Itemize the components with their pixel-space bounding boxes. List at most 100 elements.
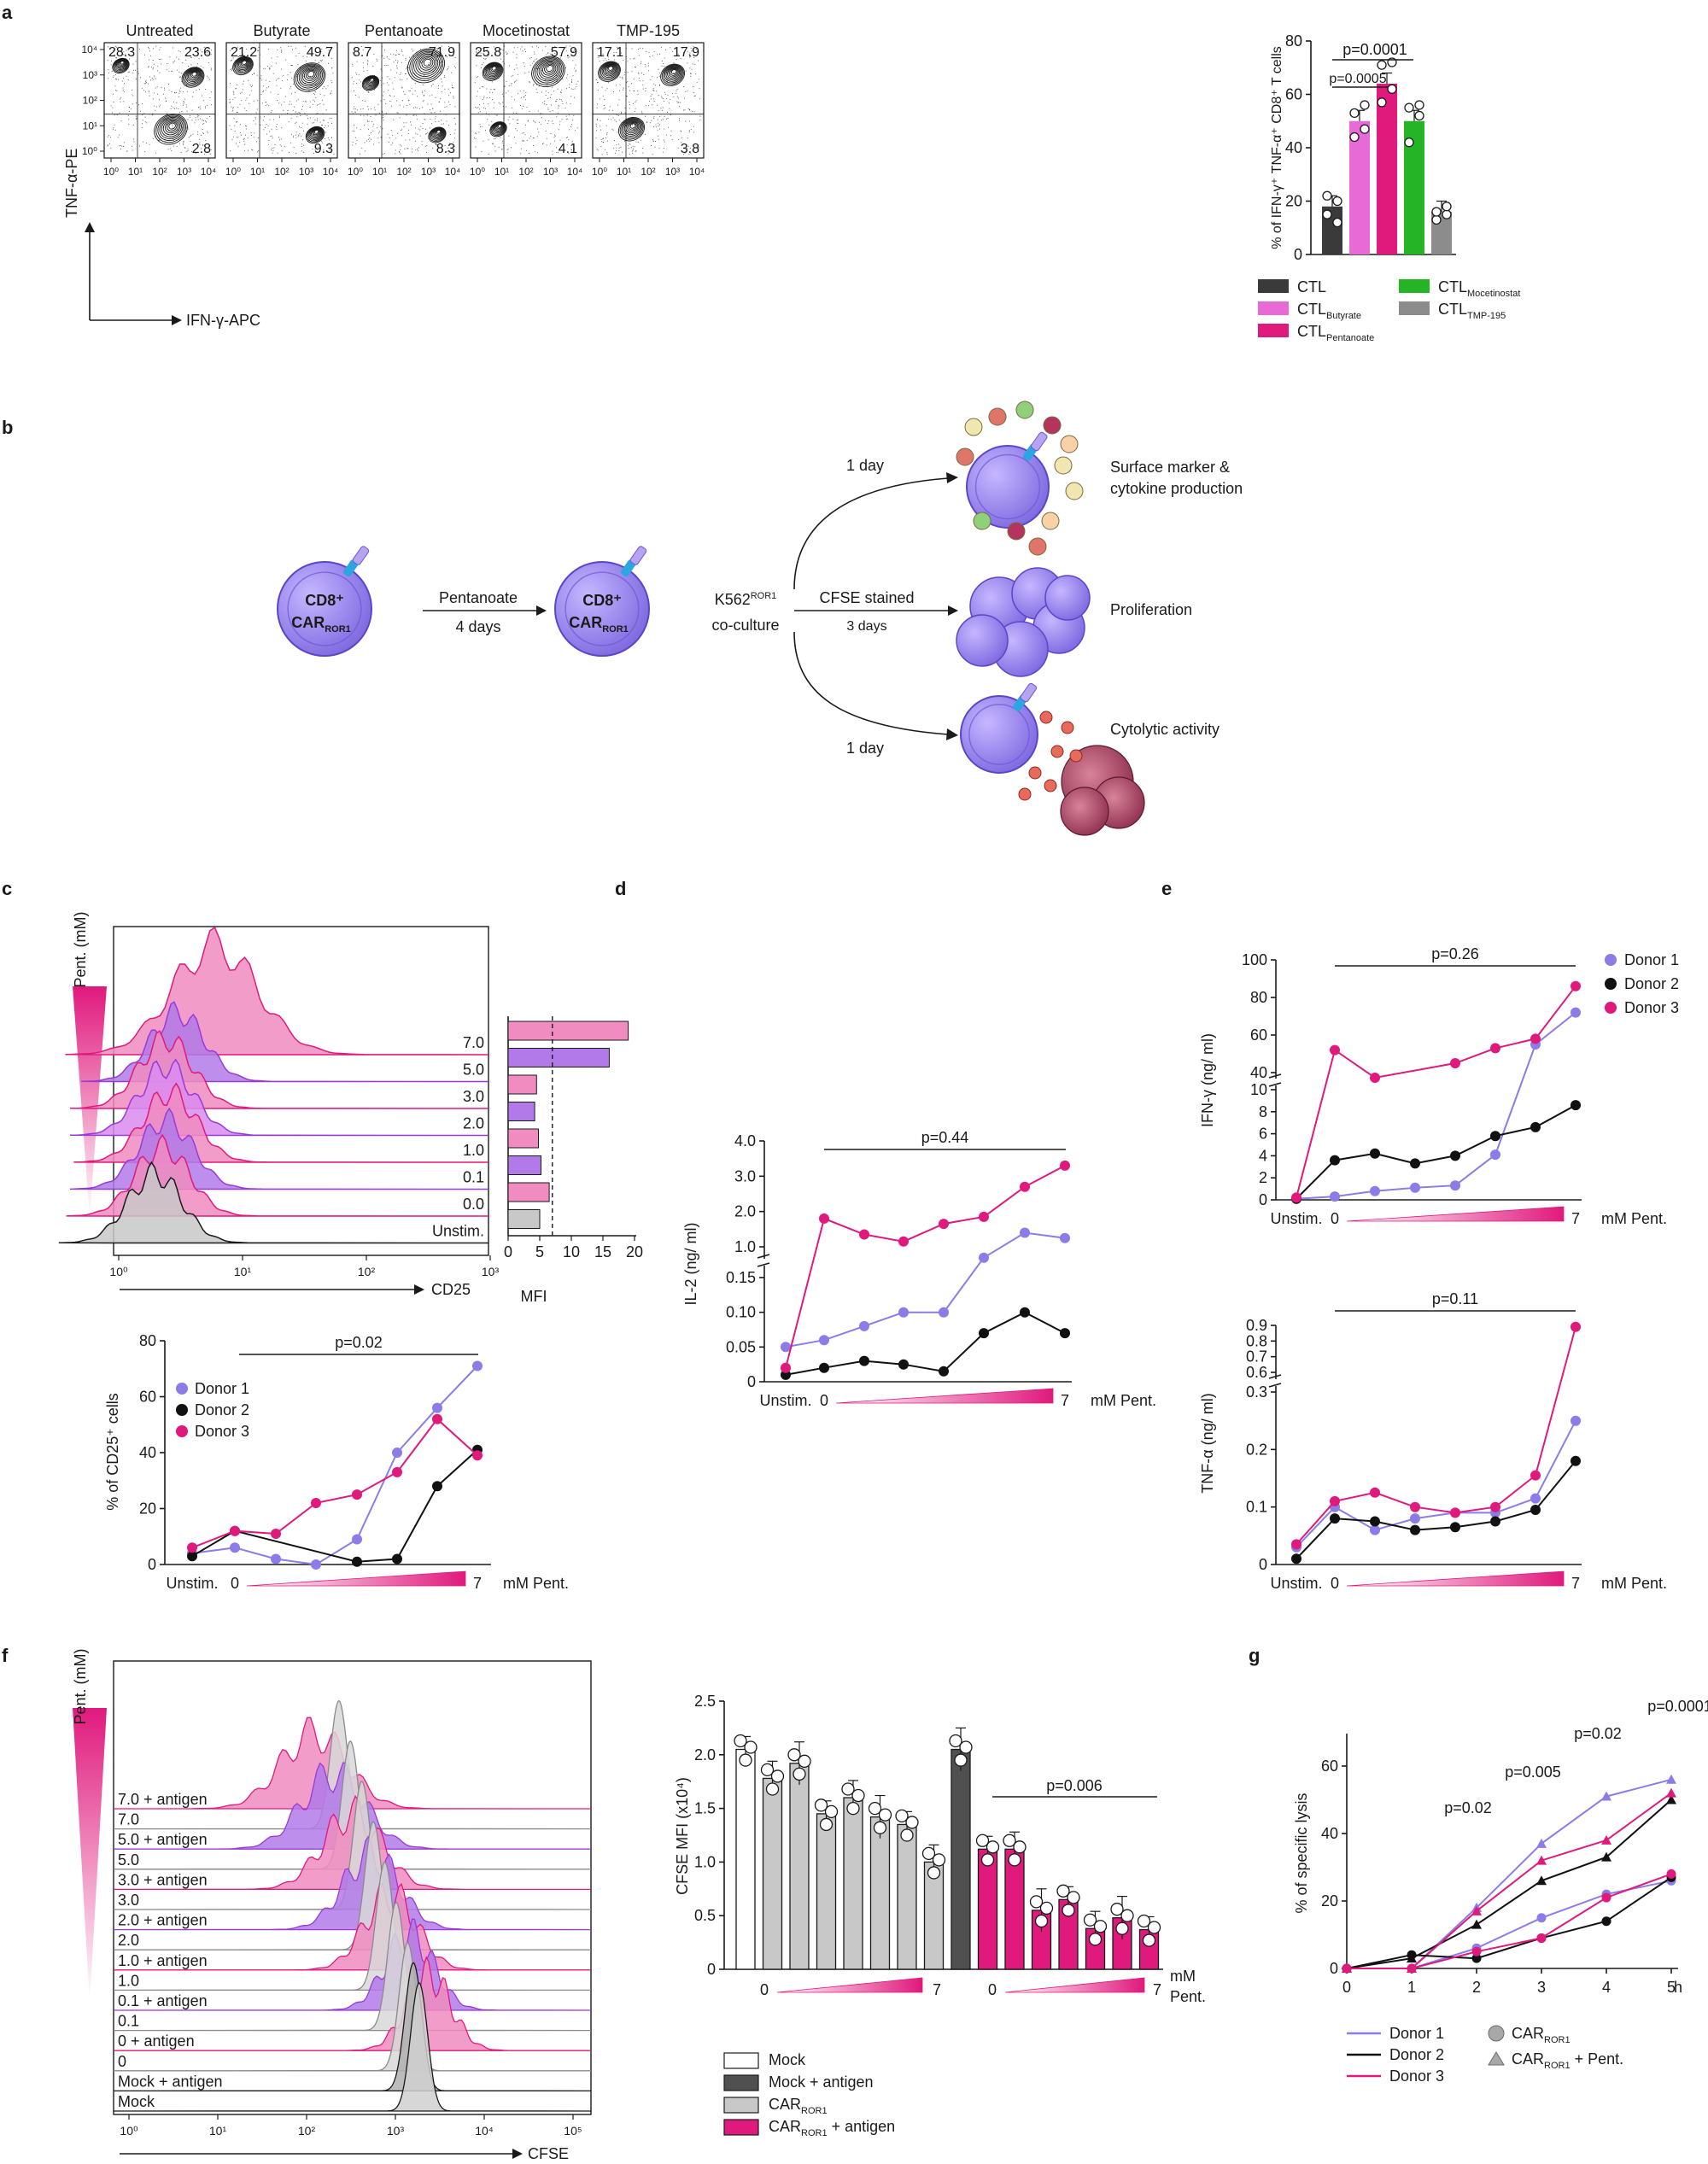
- flow-dot: [185, 104, 187, 106]
- flow-dot: [110, 147, 112, 149]
- flow-dot: [401, 145, 402, 147]
- flow-dot: [454, 106, 456, 108]
- flow-dot: [560, 99, 562, 101]
- d-line-point: [819, 1362, 829, 1373]
- flow-contour: [423, 58, 432, 67]
- flow-dot: [621, 113, 623, 114]
- flow-dot: [257, 100, 259, 102]
- flow-dot: [545, 120, 547, 121]
- flow-dot: [431, 123, 433, 125]
- flow-dot: [569, 84, 570, 85]
- flow-dot: [141, 123, 143, 125]
- flow-dot: [602, 138, 604, 140]
- flow-dot: [475, 132, 477, 134]
- flow-dot: [481, 151, 483, 153]
- flow-dot: [504, 86, 506, 88]
- g-x-unit: h: [1674, 1979, 1682, 1996]
- f-bar-point: [980, 1853, 995, 1867]
- flow-dot: [437, 147, 439, 149]
- flow-dot: [482, 126, 483, 128]
- flow-contour: [623, 119, 642, 137]
- flow-dot: [392, 134, 394, 136]
- a-legend-label: CTLPentanoate: [1297, 323, 1374, 343]
- flow-dot: [484, 50, 486, 51]
- flow-dot: [118, 79, 120, 80]
- flow-dot: [246, 48, 248, 50]
- f-bar-point: [1110, 1903, 1124, 1916]
- flow-dot: [508, 85, 510, 86]
- f-bar-point: [851, 1788, 865, 1803]
- flow-dot: [503, 63, 505, 65]
- flow-dot: [644, 133, 646, 135]
- flow-contour: [621, 118, 643, 138]
- flow-dot: [502, 140, 503, 142]
- flow-contour: [599, 61, 620, 81]
- flow-dot: [650, 79, 652, 80]
- d-line-point: [1060, 1160, 1070, 1171]
- flow-dot: [157, 66, 159, 67]
- flow-dot: [421, 141, 423, 143]
- flow-dot: [251, 74, 253, 75]
- flow-dot: [301, 145, 302, 147]
- flow-dot: [281, 149, 283, 151]
- d-line-point: [898, 1307, 909, 1318]
- flow-dot: [631, 48, 633, 50]
- flow-dot: [173, 61, 174, 62]
- flow-dot: [595, 123, 597, 125]
- e-ifn-break-mark: [1268, 1082, 1282, 1087]
- flow-dot: [290, 93, 292, 95]
- flow-dot: [202, 123, 203, 125]
- flow-dot: [237, 46, 238, 48]
- flow-contour: [234, 57, 252, 73]
- flow-dot: [367, 120, 368, 122]
- d-line-point: [1020, 1307, 1030, 1318]
- flow-q2-value: 57.9: [551, 45, 577, 60]
- d-line-pvalue: p=0.44: [921, 1129, 969, 1146]
- flow-dot: [179, 51, 181, 53]
- flow-dot: [407, 129, 409, 131]
- flow-dot: [235, 88, 237, 90]
- flow-dot: [511, 147, 512, 149]
- flow-dot: [550, 53, 552, 55]
- flow-dot: [120, 97, 122, 99]
- flow-contour: [366, 77, 377, 85]
- flow-dot: [688, 153, 690, 155]
- flow-dot: [275, 62, 277, 64]
- flow-dot: [494, 145, 496, 147]
- flow-dot: [333, 153, 335, 155]
- e-tnf-point: [1330, 1513, 1340, 1524]
- flow-dot: [143, 113, 145, 114]
- flow-dot: [239, 142, 241, 143]
- flow-q1-value: 25.8: [475, 45, 501, 60]
- flow-dot: [205, 120, 206, 122]
- g-point-circle: [1471, 1946, 1482, 1956]
- flow-dot: [355, 54, 357, 56]
- flow-dot: [140, 110, 142, 112]
- cytokine-icon: [1065, 482, 1084, 500]
- flow-dot: [399, 143, 401, 145]
- flow-dot: [635, 108, 636, 109]
- flow-dot: [525, 99, 527, 101]
- flow-dot: [506, 80, 507, 82]
- f-bar-2: [789, 1763, 810, 1970]
- flow-dot: [256, 141, 258, 143]
- flow-dot: [390, 130, 392, 132]
- flow-dot: [424, 145, 426, 147]
- flow-dot: [240, 134, 242, 136]
- b-arrow-1-head: [536, 605, 547, 616]
- f-bar-y-tick-label: 0: [707, 1961, 716, 1978]
- e-tnf-x-end: 7: [1571, 1575, 1580, 1592]
- flow-contour: [665, 66, 681, 81]
- flow-dot: [302, 101, 304, 102]
- flow-dot: [241, 100, 243, 102]
- flow-dot: [480, 52, 482, 54]
- flow-dot: [613, 51, 615, 53]
- flow-dot: [485, 108, 487, 109]
- flow-dot: [314, 94, 316, 96]
- a-bar-point: [1322, 209, 1332, 219]
- flow-dot: [655, 126, 657, 128]
- flow-dot: [380, 68, 382, 70]
- g-legend-donor: Donor 2: [1389, 2046, 1444, 2063]
- b-out2: Proliferation: [1110, 601, 1192, 618]
- flow-dot: [454, 57, 456, 59]
